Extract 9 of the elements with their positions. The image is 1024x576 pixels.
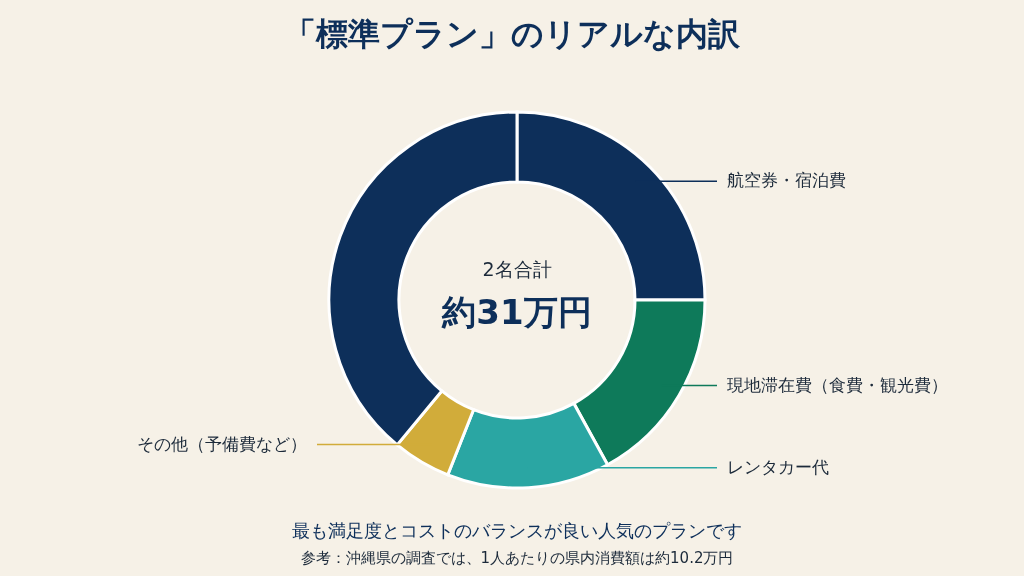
slice-label: その他（予備費など） <box>137 433 307 454</box>
slice-label: 現地滞在費（食費・観光費） <box>727 374 948 395</box>
text: 最も満足度とコストのバランスが良い人気のプランです <box>292 520 742 541</box>
slice-label: 航空券・宿泊費 <box>727 170 846 191</box>
chart-title: 「標準プラン」のリアルな内訳 <box>284 15 741 53</box>
text: 参考：沖縄県の調査では、1人あたりの県内消費額は約10.2万円 <box>300 549 734 567</box>
text: 2名合計 <box>482 258 552 280</box>
text: 約31万円 <box>441 292 592 332</box>
slice-label: レンタカー代 <box>727 456 829 477</box>
